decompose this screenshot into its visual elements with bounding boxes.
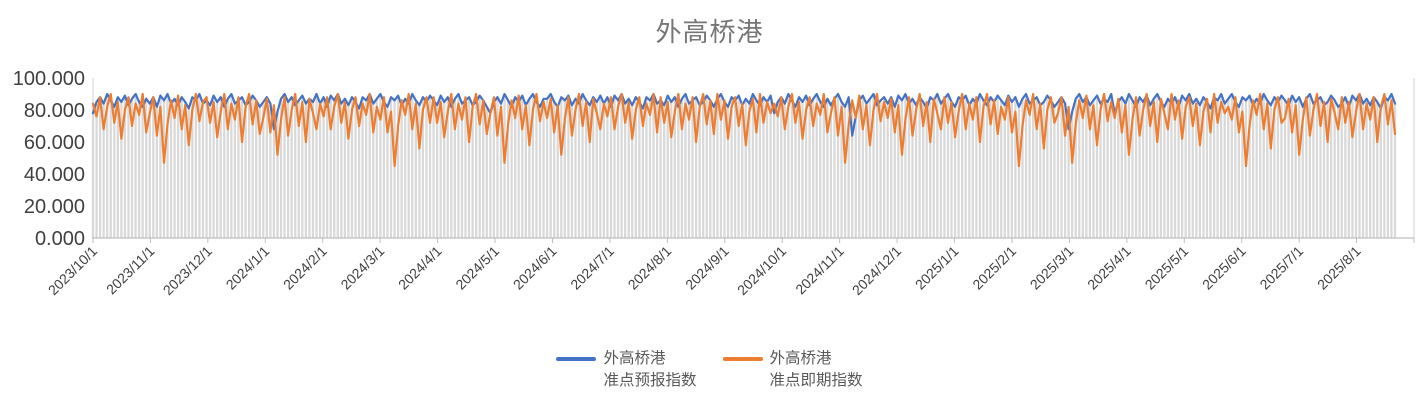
- x-tick-label: 2025/4/1: [1084, 243, 1134, 293]
- legend-label-forecast: 外高桥港 准点预报指数: [603, 350, 697, 389]
- x-tick-label: 2024/3/1: [337, 243, 387, 293]
- x-tick-label: 2025/2/1: [969, 243, 1019, 293]
- y-tick-label: 80.000: [24, 100, 85, 122]
- x-tick-label: 2023/12/1: [160, 243, 216, 299]
- legend-label-spot: 外高桥港 准点即期指数: [769, 350, 863, 389]
- x-tick-label: 2023/10/1: [45, 243, 101, 299]
- legend: 外高桥港 准点预报指数 外高桥港 准点即期指数: [0, 348, 1419, 392]
- legend-item-spot-index: 外高桥港 准点即期指数: [722, 348, 863, 392]
- legend-item-forecast-index: 外高桥港 准点预报指数: [556, 348, 697, 392]
- x-tick-label: 2024/11/1: [792, 243, 847, 298]
- y-tick-label: 40.000: [24, 164, 85, 186]
- x-tick-label: 2024/6/1: [510, 243, 560, 293]
- x-tick-label: 2025/7/1: [1256, 243, 1306, 293]
- x-tick-labels: 2023/10/1 2023/11/1 2023/12/1 2024/1/1 2024/…: [45, 243, 1364, 299]
- x-tick-label: 2025/1/1: [912, 243, 962, 293]
- x-tick-label: 2024/9/1: [682, 243, 732, 293]
- x-tick-label: 2024/10/1: [734, 243, 790, 299]
- series-line-1: [91, 92, 1397, 168]
- x-tick-label: 2024/2/1: [280, 243, 330, 293]
- legend-swatch-spot-line-icon: [722, 357, 763, 361]
- x-tick-label: 2024/4/1: [395, 243, 445, 293]
- x-tick-label: 2025/6/1: [1199, 243, 1249, 293]
- y-tick-label: 100.000: [13, 68, 85, 90]
- x-tick-label: 2024/5/1: [452, 243, 502, 293]
- y-tick-label: 20.000: [24, 196, 85, 218]
- drop-lines: [91, 94, 1397, 238]
- x-tick-label: 2024/8/1: [625, 243, 675, 293]
- x-tick-label: 2025/8/1: [1314, 243, 1364, 293]
- chart-title: 外高桥港: [655, 17, 764, 47]
- x-tick-label: 2023/11/1: [103, 243, 158, 298]
- x-tick-label: 2025/3/1: [1027, 243, 1077, 293]
- y-tick-label: 0.000: [35, 228, 85, 250]
- x-tick-label: 2025/5/1: [1142, 243, 1192, 293]
- y-tick-labels: 0.000 20.000 40.000 60.000 80.000 100.000: [13, 68, 85, 250]
- y-tick-label: 60.000: [24, 132, 85, 154]
- x-tick-label: 2024/1/1: [223, 243, 273, 293]
- x-tick-label: 2024/7/1: [567, 243, 617, 293]
- x-tick-label: 2024/12/1: [849, 243, 905, 299]
- legend-swatch-forecast-line-icon: [556, 357, 597, 361]
